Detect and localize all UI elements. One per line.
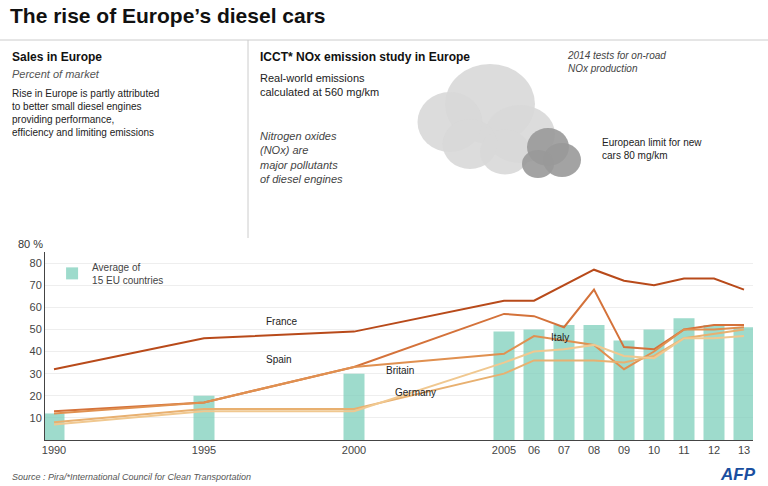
svg-text:Germany: Germany xyxy=(395,387,436,398)
svg-text:50: 50 xyxy=(30,323,42,335)
svg-text:40: 40 xyxy=(30,345,42,357)
svg-text:Sales in Europe: Sales in Europe xyxy=(12,50,102,64)
svg-text:09: 09 xyxy=(618,444,630,456)
svg-text:1995: 1995 xyxy=(192,444,216,456)
svg-text:06: 06 xyxy=(528,444,540,456)
svg-text:80 %: 80 % xyxy=(18,238,43,250)
svg-text:10: 10 xyxy=(648,444,660,456)
svg-text:60: 60 xyxy=(30,301,42,313)
svg-text:Britain: Britain xyxy=(386,365,414,376)
svg-text:European limit for newcars 80: European limit for newcars 80 mg/km xyxy=(602,137,702,161)
svg-text:10: 10 xyxy=(30,412,42,424)
svg-text:20: 20 xyxy=(30,390,42,402)
svg-text:07: 07 xyxy=(558,444,570,456)
svg-text:11: 11 xyxy=(678,444,689,456)
svg-text:Italy: Italy xyxy=(551,332,569,343)
svg-text:2005: 2005 xyxy=(492,444,516,456)
svg-text:13: 13 xyxy=(738,444,750,456)
svg-text:70: 70 xyxy=(30,279,42,291)
svg-text:08: 08 xyxy=(588,444,600,456)
svg-text:Spain: Spain xyxy=(266,354,292,365)
svg-text:2000: 2000 xyxy=(342,444,366,456)
svg-text:12: 12 xyxy=(708,444,720,456)
svg-text:Percent of market: Percent of market xyxy=(12,68,100,80)
svg-text:1990: 1990 xyxy=(42,444,66,456)
svg-text:AFP: AFP xyxy=(720,465,756,484)
svg-text:Source : Pira/*International C: Source : Pira/*International Council for… xyxy=(12,472,251,482)
svg-text:2014 tests for on-roadNOx prod: 2014 tests for on-roadNOx production xyxy=(567,50,666,74)
svg-text:Rise in Europe is partly attri: Rise in Europe is partly attributedto be… xyxy=(12,88,159,138)
svg-text:Real-world emissionscalculated: Real-world emissionscalculated at 560 mg… xyxy=(260,72,379,98)
svg-text:30: 30 xyxy=(30,368,42,380)
svg-text:80: 80 xyxy=(30,257,42,269)
svg-text:ICCT* NOx emission study in Eu: ICCT* NOx emission study in Europe xyxy=(260,50,470,64)
svg-text:Average of15 EU countries: Average of15 EU countries xyxy=(92,262,163,286)
svg-text:Nitrogen oxides(NOx) aremajor: Nitrogen oxides(NOx) aremajor pollutants… xyxy=(260,130,343,185)
svg-text:The rise of Europe’s diesel ca: The rise of Europe’s diesel cars xyxy=(10,4,326,27)
svg-text:France: France xyxy=(266,316,298,327)
